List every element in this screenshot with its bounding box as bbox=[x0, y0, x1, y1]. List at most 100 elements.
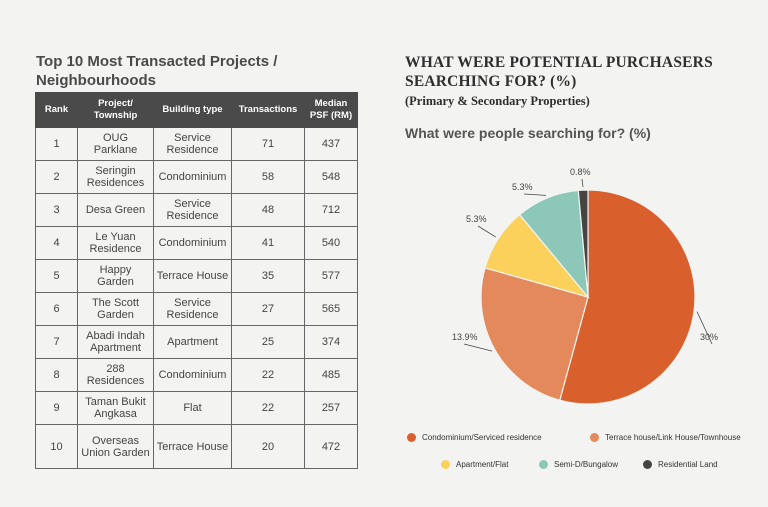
cell-building-type: Service Residence bbox=[153, 127, 232, 161]
table-row: 1 OUG Parklane Service Residence 71 437 bbox=[35, 127, 358, 161]
cell-rank: 7 bbox=[35, 325, 78, 359]
cell-rank: 2 bbox=[35, 160, 78, 194]
table-row: 2 Seringin Residences Condominium 58 548 bbox=[35, 160, 358, 194]
cell-transactions: 58 bbox=[231, 160, 305, 194]
cell-transactions: 22 bbox=[231, 358, 305, 392]
header-median-psf: Median PSF (RM) bbox=[304, 92, 358, 128]
cell-median-psf: 577 bbox=[304, 259, 358, 293]
table-row: 4 Le Yuan Residence Condominium 41 540 bbox=[35, 226, 358, 260]
legend-item: Semi-D/Bungalow bbox=[539, 460, 618, 469]
pie-slice-label: 5.3% bbox=[466, 214, 487, 224]
pie-leader-line bbox=[477, 225, 496, 238]
header-building-type: Building type bbox=[153, 92, 232, 128]
table-row: 7 Abadi Indah Apartment Apartment 25 374 bbox=[35, 325, 358, 359]
section-subtitle: (Primary & Secondary Properties) bbox=[405, 94, 590, 108]
cell-median-psf: 485 bbox=[304, 358, 358, 392]
cell-transactions: 48 bbox=[231, 193, 305, 227]
table-row: 9 Taman Bukit Angkasa Flat 22 257 bbox=[35, 391, 358, 425]
cell-project: Overseas Union Garden bbox=[77, 424, 154, 469]
table-header-row: Rank Project/ Township Building type Tra… bbox=[35, 92, 358, 128]
cell-building-type: Apartment bbox=[153, 325, 232, 359]
cell-rank: 5 bbox=[35, 259, 78, 293]
cell-median-psf: 548 bbox=[304, 160, 358, 194]
cell-median-psf: 374 bbox=[304, 325, 358, 359]
pie-slice-label: 0.8% bbox=[570, 167, 591, 177]
cell-project: Taman Bukit Angkasa bbox=[77, 391, 154, 425]
cell-rank: 6 bbox=[35, 292, 78, 326]
legend-label: Residential Land bbox=[658, 460, 718, 469]
cell-median-psf: 565 bbox=[304, 292, 358, 326]
legend-item: Terrace house/Link House/Townhouse bbox=[590, 433, 741, 442]
table-row: 6 The Scott Garden Service Residence 27 565 bbox=[35, 292, 358, 326]
cell-building-type: Condominium bbox=[153, 358, 232, 392]
pie-slice bbox=[577, 189, 589, 298]
cell-transactions: 35 bbox=[231, 259, 305, 293]
cell-building-type: Flat bbox=[153, 391, 232, 425]
section-title: WHAT WERE POTENTIAL PURCHASERS SEARCHING… bbox=[405, 54, 713, 90]
table-title: Top 10 Most Transacted Projects / Neighb… bbox=[36, 53, 278, 89]
cell-project: Abadi Indah Apartment bbox=[77, 325, 154, 359]
legend-label: Apartment/Flat bbox=[456, 460, 509, 469]
cell-project: The Scott Garden bbox=[77, 292, 154, 326]
header-rank: Rank bbox=[35, 92, 78, 128]
pie-chart: 30% 13.9% 5.3% 5.3% 0.8% bbox=[452, 167, 718, 405]
cell-transactions: 27 bbox=[231, 292, 305, 326]
cell-median-psf: 257 bbox=[304, 391, 358, 425]
pie-slice-label: 13.9% bbox=[452, 332, 478, 342]
table-row: 8 288 Residences Condominium 22 485 bbox=[35, 358, 358, 392]
cell-building-type: Condominium bbox=[153, 226, 232, 260]
cell-project: Happy Garden bbox=[77, 259, 154, 293]
cell-rank: 4 bbox=[35, 226, 78, 260]
cell-project: 288 Residences bbox=[77, 358, 154, 392]
legend-swatch bbox=[590, 433, 599, 442]
legend-label: Terrace house/Link House/Townhouse bbox=[605, 433, 741, 442]
legend-item: Condominium/Serviced residence bbox=[407, 433, 542, 442]
cell-project: Le Yuan Residence bbox=[77, 226, 154, 260]
cell-rank: 8 bbox=[35, 358, 78, 392]
pie-leader-line bbox=[581, 178, 584, 188]
legend-swatch bbox=[539, 460, 548, 469]
cell-median-psf: 540 bbox=[304, 226, 358, 260]
pie-leader-line bbox=[696, 311, 713, 345]
chart-title: What were people searching for? (%) bbox=[405, 125, 651, 141]
pie-leader-line bbox=[523, 193, 547, 196]
cell-rank: 10 bbox=[35, 424, 78, 469]
cell-transactions: 22 bbox=[231, 391, 305, 425]
cell-rank: 1 bbox=[35, 127, 78, 161]
cell-transactions: 41 bbox=[231, 226, 305, 260]
table-body: 1 OUG Parklane Service Residence 71 437 2 Seri… bbox=[35, 127, 358, 469]
pie-slice-label: 5.3% bbox=[512, 182, 533, 192]
header-transactions: Transactions bbox=[231, 92, 305, 128]
pie-slice bbox=[559, 189, 696, 405]
header-project: Project/ Township bbox=[77, 92, 154, 128]
transactions-table: Rank Project/ Township Building type Tra… bbox=[35, 92, 358, 469]
legend-item: Apartment/Flat bbox=[441, 460, 508, 469]
cell-transactions: 25 bbox=[231, 325, 305, 359]
table-row: 10 Overseas Union Garden Terrace House 20 47… bbox=[35, 424, 358, 469]
cell-median-psf: 472 bbox=[304, 424, 358, 469]
cell-rank: 9 bbox=[35, 391, 78, 425]
cell-building-type: Service Residence bbox=[153, 193, 232, 227]
cell-project: Desa Green bbox=[77, 193, 154, 227]
cell-transactions: 20 bbox=[231, 424, 305, 469]
cell-building-type: Service Residence bbox=[153, 292, 232, 326]
table-row: 5 Happy Garden Terrace House 35 577 bbox=[35, 259, 358, 293]
legend-item: Residential Land bbox=[643, 460, 718, 469]
legend-label: Semi-D/Bungalow bbox=[554, 460, 619, 469]
pie-slice bbox=[480, 267, 589, 401]
cell-building-type: Condominium bbox=[153, 160, 232, 194]
legend-swatch bbox=[407, 433, 416, 442]
pie-slice-label: 30% bbox=[700, 332, 718, 342]
cell-building-type: Terrace House bbox=[153, 424, 232, 469]
legend-swatch bbox=[441, 460, 450, 469]
legend-label: Condominium/Serviced residence bbox=[422, 433, 542, 442]
cell-median-psf: 712 bbox=[304, 193, 358, 227]
cell-project: Seringin Residences bbox=[77, 160, 154, 194]
cell-project: OUG Parklane bbox=[77, 127, 154, 161]
pie-leader-line bbox=[463, 343, 493, 352]
cell-transactions: 71 bbox=[231, 127, 305, 161]
legend-swatch bbox=[643, 460, 652, 469]
cell-rank: 3 bbox=[35, 193, 78, 227]
cell-median-psf: 437 bbox=[304, 127, 358, 161]
table-row: 3 Desa Green Service Residence 48 712 bbox=[35, 193, 358, 227]
